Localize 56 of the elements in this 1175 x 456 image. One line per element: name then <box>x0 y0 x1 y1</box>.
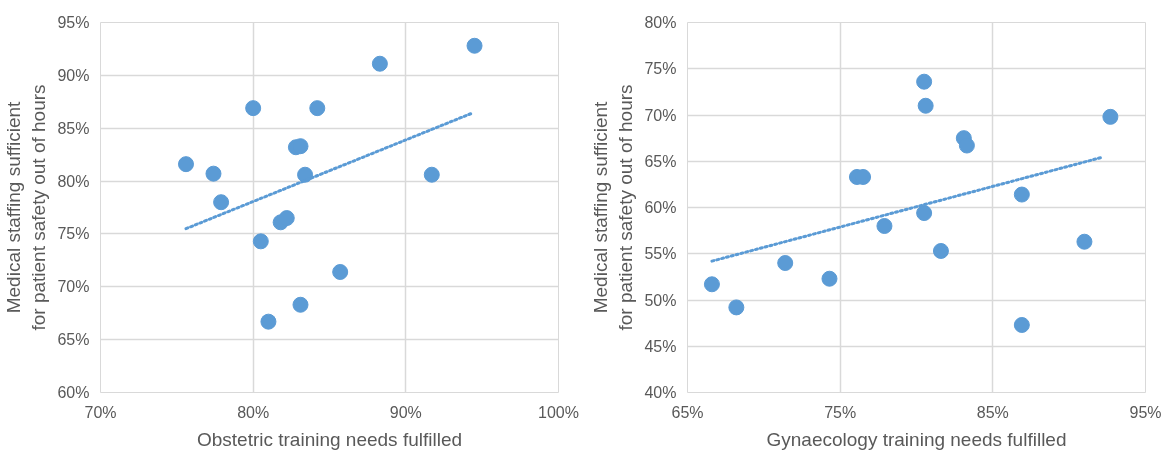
point <box>252 233 269 250</box>
point <box>916 205 933 222</box>
point <box>292 296 309 313</box>
point <box>371 55 388 72</box>
point <box>876 218 893 234</box>
y-tick-label: 55% <box>644 245 677 263</box>
x-tick-label: 80% <box>237 403 270 421</box>
point <box>932 242 949 259</box>
x-tick-label: 100% <box>538 403 579 421</box>
y-tick-label: 40% <box>644 384 677 401</box>
point <box>205 165 222 182</box>
y-tick-label: 80% <box>644 14 677 31</box>
x-tick-label: 90% <box>389 403 422 421</box>
y-tick-label: 65% <box>644 152 677 170</box>
y-tick-label: 85% <box>57 119 90 137</box>
point <box>213 194 230 211</box>
x-tick-label: 70% <box>84 403 117 421</box>
point <box>703 276 720 293</box>
point <box>177 156 194 173</box>
point <box>1102 108 1119 125</box>
point <box>1013 316 1030 333</box>
point <box>466 37 483 54</box>
point <box>916 73 933 90</box>
point <box>958 137 975 154</box>
point <box>1076 233 1093 250</box>
x-tick-label: 75% <box>824 403 857 421</box>
y-tick-label: 70% <box>644 106 677 124</box>
y-tick-label: 45% <box>644 337 677 355</box>
point <box>821 270 838 287</box>
y-tick-label: 75% <box>644 60 677 78</box>
point <box>1013 186 1030 203</box>
y-tick-label: 60% <box>644 199 677 216</box>
point <box>777 255 794 271</box>
y-axis-title: Medical staffing sufficient for patient safety out of hours <box>3 84 50 331</box>
point <box>423 166 440 183</box>
point <box>332 264 349 280</box>
x-tick-label: 65% <box>671 403 704 421</box>
y-tick-label: 95% <box>57 14 90 31</box>
y-axis-title: Medical staffing sufficient for patient safety out of hours <box>590 84 637 331</box>
x-tick-label: 95% <box>1129 403 1162 421</box>
point <box>245 100 262 117</box>
x-axis-title: Obstetric training needs fulfilled <box>196 428 463 450</box>
point <box>309 100 326 117</box>
y-tick-label: 65% <box>57 331 90 349</box>
y-tick-label: 80% <box>57 172 90 190</box>
y-tick-label: 50% <box>644 291 677 309</box>
point <box>917 97 934 114</box>
x-tick-label: 85% <box>976 403 1009 421</box>
y-tick-label: 60% <box>57 384 90 401</box>
x-axis-title: Gynaecology training needs fulfilled <box>766 428 1067 450</box>
point <box>278 210 295 227</box>
y-tick-label: 70% <box>57 278 90 296</box>
point <box>260 313 277 330</box>
point <box>728 299 745 316</box>
y-tick-label: 90% <box>57 66 90 84</box>
y-tick-label: 75% <box>57 225 90 243</box>
